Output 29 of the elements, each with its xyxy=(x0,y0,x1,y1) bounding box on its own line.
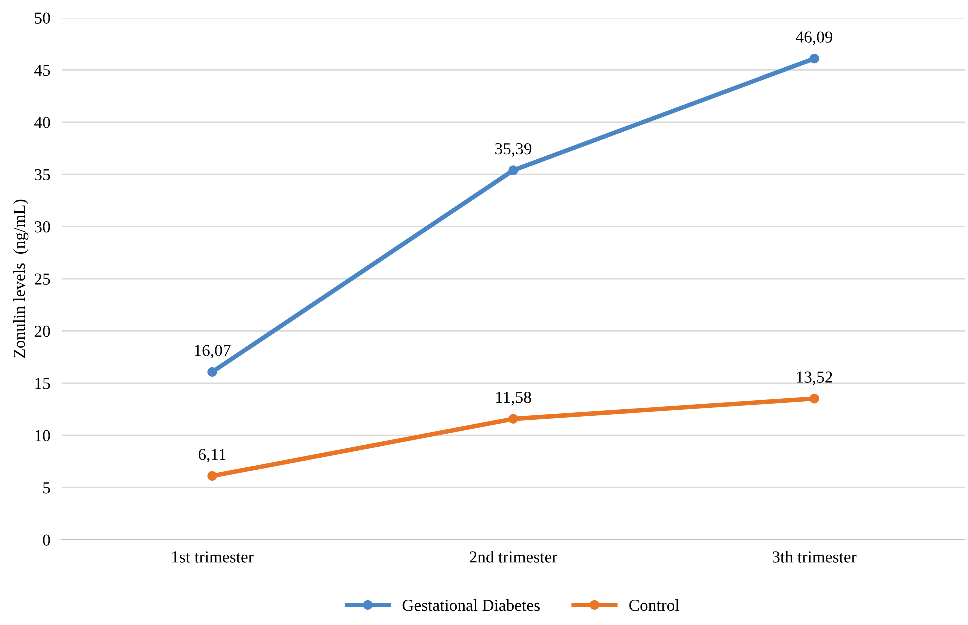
point xyxy=(208,471,218,482)
y-tick-label: 15 xyxy=(36,378,50,390)
x-tick-label: 2nd trimester xyxy=(470,551,558,563)
y-tick-label: 0 xyxy=(43,534,50,546)
point xyxy=(508,414,518,424)
data-label: 46,09 xyxy=(796,32,833,46)
data-label: 35,39 xyxy=(496,143,532,158)
y-tick-label: 45 xyxy=(34,65,50,76)
point xyxy=(810,394,820,404)
y-axis-title: Zonulin levels (ng/mL) xyxy=(14,200,29,358)
data-label: 13,52 xyxy=(797,372,832,386)
data-label: 6,11 xyxy=(198,449,226,463)
y-tick-label: 35 xyxy=(35,169,50,181)
y-tick-label: 20 xyxy=(34,326,50,338)
legend-label: Control xyxy=(630,599,680,612)
y-tick-label: 50 xyxy=(35,12,50,24)
legend-label: Gestational Diabetes xyxy=(402,599,540,612)
y-tick-label: 40 xyxy=(34,117,50,128)
data-label: 16,07 xyxy=(195,345,231,359)
point xyxy=(208,367,218,378)
y-tick-label: 5 xyxy=(44,482,50,494)
y-tick-label: 10 xyxy=(36,430,50,442)
point xyxy=(508,166,518,176)
point xyxy=(810,54,820,64)
data-label: 11,58 xyxy=(496,392,532,406)
y-tick-label: 25 xyxy=(34,274,50,285)
x-tick-label: 3th trimester xyxy=(772,551,857,563)
y-tick-label: 30 xyxy=(35,222,50,233)
x-tick-label: 1st trimester xyxy=(172,552,254,563)
